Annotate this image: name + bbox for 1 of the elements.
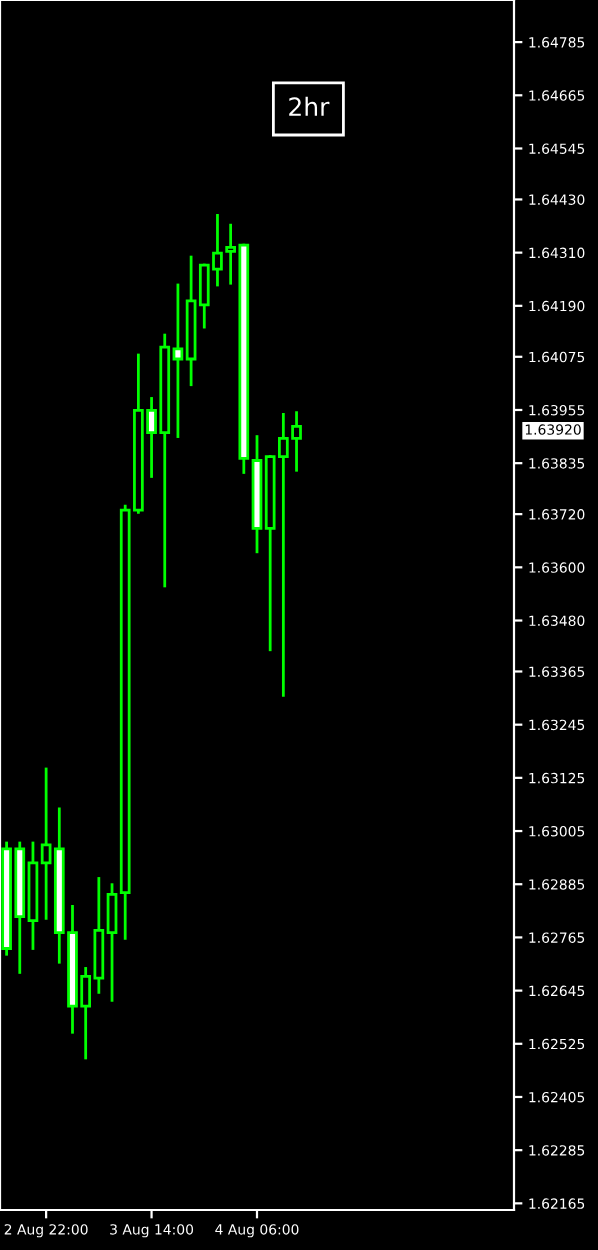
annotation: 2hr [289, 96, 330, 116]
